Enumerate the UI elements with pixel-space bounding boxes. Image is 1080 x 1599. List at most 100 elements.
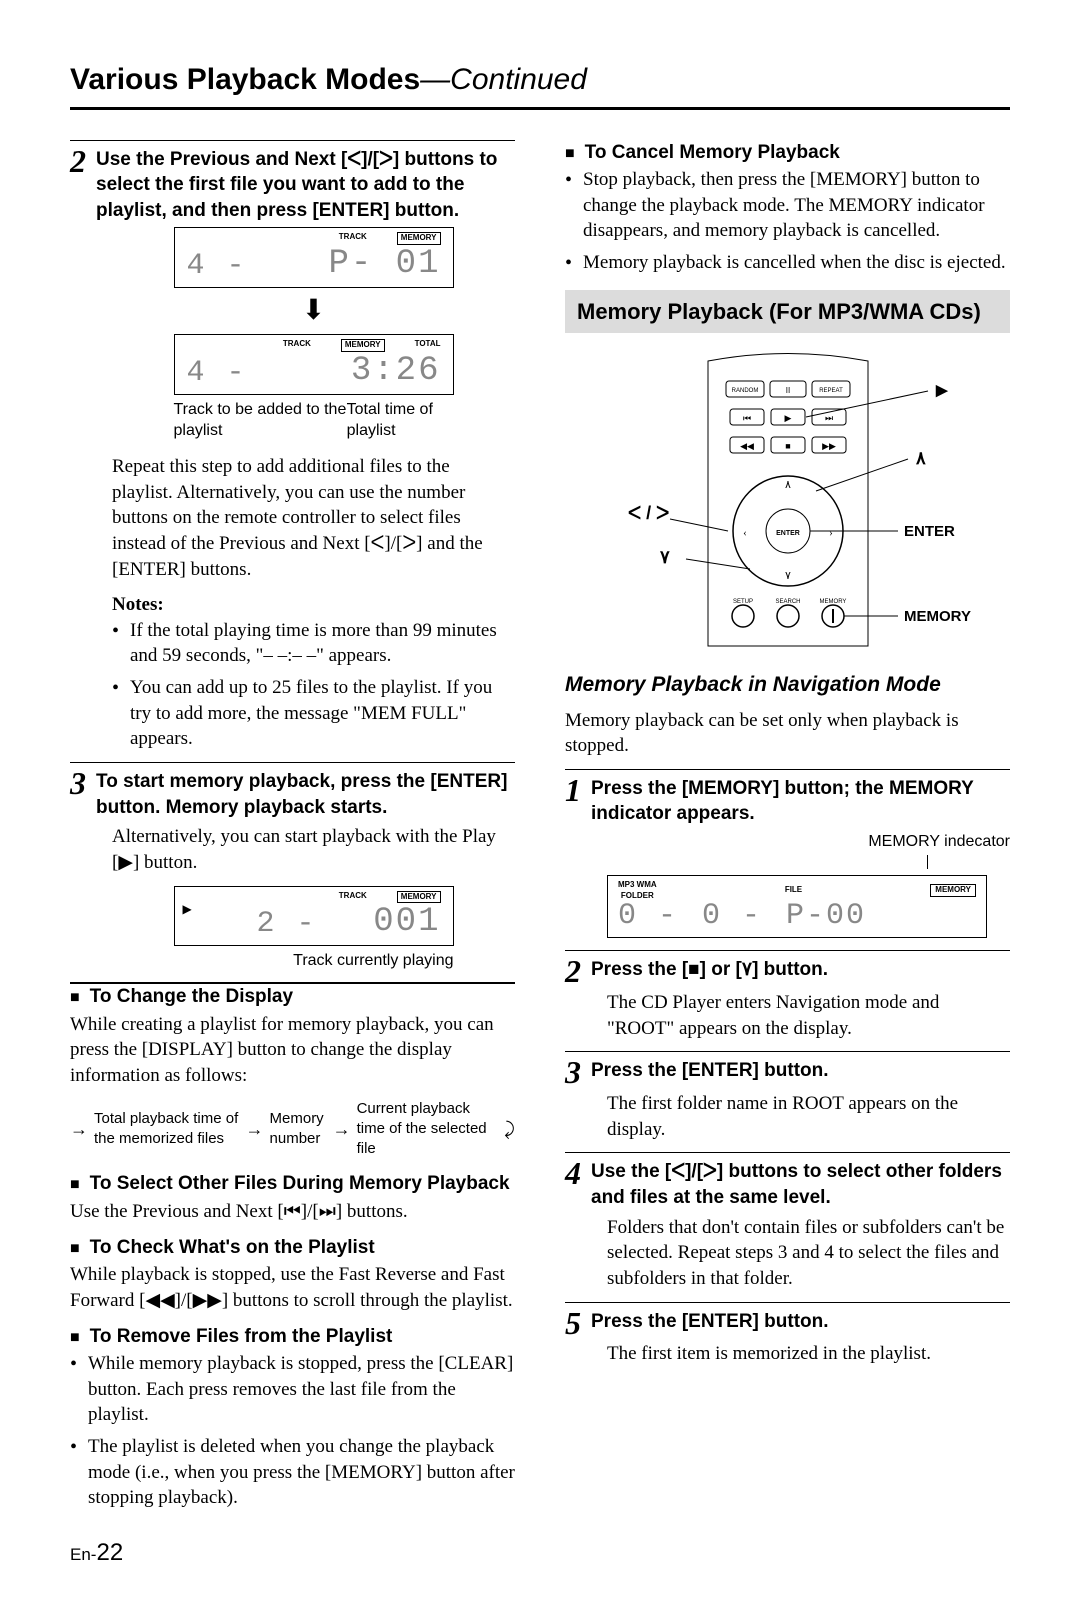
file-label: FILE [785, 885, 802, 896]
step-number: 1 [565, 776, 581, 805]
svg-text:SETUP: SETUP [732, 599, 752, 605]
svg-text:II: II [785, 386, 789, 395]
notes-label: Notes: [112, 594, 164, 615]
nav-step-4-head: 4 Use the [ᐸ]/[ᐳ] buttons to select othe… [565, 1159, 1010, 1210]
step-text: Press the [■] or [٧] button. [591, 957, 828, 983]
remove-files-head: ■ To Remove Files from the Playlist [70, 1324, 515, 1350]
lcd-wide: MP3 WMA FOLDER FILE MEMORY 0 - 0 - P-00 [607, 875, 987, 939]
page-prefix: En- [70, 1545, 96, 1564]
arrow-icon: → [70, 1117, 88, 1141]
select-other-head: ■ To Select Other Files During Memory Pl… [70, 1171, 515, 1197]
right-column: ■ To Cancel Memory Playback Stop playbac… [565, 140, 1010, 1518]
page-title: Various Playback Modes—Continued [70, 60, 1010, 110]
display-flow: → Total playback time of the memorized f… [70, 1099, 515, 1160]
nav-step-3-head: 3 Press the [ENTER] button. [565, 1058, 1010, 1087]
step-number: 4 [565, 1159, 581, 1188]
svg-text:‹: ‹ [743, 527, 747, 539]
list-item: While memory playback is stopped, press … [70, 1351, 515, 1428]
step-text: To start memory playback, press the [ENT… [96, 769, 515, 820]
svg-text:▶: ▶ [784, 413, 791, 423]
check-playlist-head: ■ To Check What's on the Playlist [70, 1235, 515, 1261]
svg-text:ENTER: ENTER [904, 523, 955, 540]
svg-text:◀◀: ◀◀ [740, 441, 754, 451]
left-column: 2 Use the Previous and Next [ᐸ]/[ᐳ] butt… [70, 140, 515, 1518]
annot-right: Total time of playlist [347, 399, 454, 442]
step-2-head: 2 Use the Previous and Next [ᐸ]/[ᐳ] butt… [70, 147, 515, 224]
square-bullet-icon: ■ [70, 1327, 80, 1349]
subhead-text: To Cancel Memory Playback [585, 140, 840, 166]
nav-step-2-para: The CD Player enters Navigation mode and… [607, 990, 1010, 1041]
total-label: TOTAL [415, 339, 441, 352]
remove-files-list: While memory playback is stopped, press … [70, 1351, 515, 1511]
divider [565, 1051, 1010, 1052]
square-bullet-icon: ■ [70, 1238, 80, 1260]
leader-line [927, 855, 1010, 869]
seg-left: 2 - [257, 909, 317, 939]
svg-text:■: ■ [785, 441, 790, 451]
step-number: 2 [565, 957, 581, 986]
cancel-list: Stop playback, then press the [MEMORY] b… [565, 167, 1010, 276]
seg-right: 001 [373, 905, 440, 939]
arrow-down-icon: ⬇ [112, 292, 515, 330]
square-bullet-icon: ■ [70, 1174, 80, 1196]
svg-text:ENTER: ENTER [776, 530, 800, 537]
subhead-text: To Select Other Files During Memory Play… [90, 1171, 510, 1197]
list-item: Stop playback, then press the [MEMORY] b… [565, 167, 1010, 244]
page-number-value: 22 [96, 1539, 123, 1566]
seg-right: P- 01 [328, 247, 440, 281]
step-number: 3 [565, 1058, 581, 1087]
track-label: TRACK [339, 232, 367, 245]
square-bullet-icon: ■ [565, 143, 575, 165]
seg: 0 - [702, 901, 762, 931]
step-number: 2 [70, 147, 86, 176]
seg-left: 4 - [187, 251, 247, 281]
navigation-mode-head: Memory Playback in Navigation Mode [565, 671, 1010, 699]
select-other-para: Use the Previous and Next [⏮]/[⏭] button… [70, 1199, 515, 1225]
note-item: If the total playing time is more than 9… [112, 618, 515, 669]
section-heading: Memory Playback (For MP3/WMA CDs) [565, 290, 1010, 334]
list-item: Memory playback is cancelled when the di… [565, 250, 1010, 276]
svg-text:▶▶: ▶▶ [822, 441, 836, 451]
memory-indicator-label: MEMORY indecator [607, 831, 1010, 853]
nav-step-2-head: 2 Press the [■] or [٧] button. [565, 957, 1010, 986]
seg-right: 3:26 [351, 354, 441, 388]
title-continued: —Continued [420, 63, 587, 96]
flow-b: Memory number [270, 1109, 327, 1150]
svg-text:›: › [829, 527, 833, 539]
subhead-text: To Change the Display [90, 984, 293, 1010]
play-icon: ▶ [183, 901, 192, 917]
note-item: You can add up to 25 files to the playli… [112, 675, 515, 752]
remote-svg: RANDOM II REPEAT ⏮ ▶ ⏭ ◀◀ ■ ▶▶ [578, 351, 998, 651]
page-number: En-22 [70, 1537, 1010, 1569]
nav-step-5-head: 5 Press the [ENTER] button. [565, 1309, 1010, 1338]
title-text: Various Playback Modes [70, 63, 420, 96]
flow-a: Total playback time of the memorized fil… [94, 1109, 240, 1150]
divider [70, 140, 515, 141]
subhead-text: To Remove Files from the Playlist [90, 1324, 393, 1350]
divider [70, 762, 515, 763]
svg-text:ᐸ / ᐳ: ᐸ / ᐳ [628, 503, 669, 523]
step-text: Press the [ENTER] button. [591, 1058, 829, 1084]
step-number: 5 [565, 1309, 581, 1338]
track-label: TRACK [283, 339, 311, 352]
divider [565, 950, 1010, 951]
step3-paragraph: Alternatively, you can start playback wi… [112, 824, 515, 875]
nav-step-4-para: Folders that don't contain files or subf… [607, 1215, 1010, 1292]
seg: 0 - [618, 901, 678, 931]
square-bullet-icon: ■ [70, 987, 80, 1009]
lcd3-annotation: Track currently playing [174, 950, 454, 972]
nav-step-1-head: 1 Press the [MEMORY] button; the MEMORY … [565, 776, 1010, 827]
change-display-head: ■ To Change the Display [70, 984, 515, 1010]
annot-left: Track to be added to the playlist [174, 399, 347, 442]
check-playlist-para: While playback is stopped, use the Fast … [70, 1262, 515, 1313]
divider [565, 769, 1010, 770]
nav-step-3-para: The first folder name in ROOT appears on… [607, 1091, 1010, 1142]
memory-indicator: MEMORY [930, 884, 976, 897]
svg-text:⏭: ⏭ [824, 413, 832, 423]
two-columns: 2 Use the Previous and Next [ᐸ]/[ᐳ] butt… [70, 140, 1010, 1518]
step-3-head: 3 To start memory playback, press the [E… [70, 769, 515, 820]
svg-text:٨: ٨ [785, 479, 791, 491]
nav-intro: Memory playback can be set only when pla… [565, 708, 1010, 759]
lcd-annotations: Track to be added to the playlist Total … [174, 399, 454, 442]
svg-text:REPEAT: REPEAT [819, 388, 843, 394]
